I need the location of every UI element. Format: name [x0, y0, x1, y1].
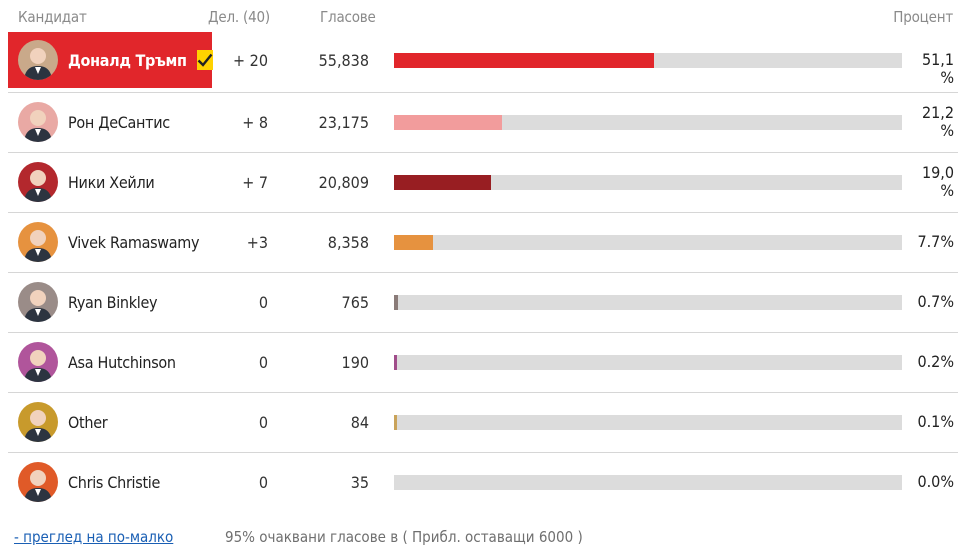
candidate-votes: 35 [350, 473, 369, 492]
candidate-cell: Рон ДеСантис [8, 94, 212, 150]
header-candidate: Кандидат [18, 8, 87, 26]
person-icon [24, 230, 52, 262]
candidate-row: Asa Hutchinson 0 190 0.2% [8, 332, 958, 392]
vote-share-fill [394, 355, 397, 370]
winner-check-icon [196, 50, 213, 70]
candidate-name: Chris Christie [68, 472, 161, 492]
vote-share-fill [394, 235, 434, 250]
candidate-delegates: 0 [258, 413, 268, 432]
candidate-percent: 0.0% [917, 472, 954, 491]
vote-share-fill [394, 175, 491, 190]
candidate-cell: Other [8, 394, 212, 450]
vote-share-bar [394, 295, 902, 310]
candidate-name: Ryan Binkley [68, 292, 158, 312]
candidate-delegates: + 8 [242, 113, 268, 132]
candidate-cell: Asa Hutchinson [8, 334, 212, 390]
vote-share-bar [394, 415, 902, 430]
person-icon [24, 290, 52, 322]
candidate-cell: Chris Christie [8, 454, 212, 510]
candidate-votes: 765 [341, 293, 369, 312]
candidate-avatar [18, 402, 58, 442]
vote-share-bar [394, 355, 902, 370]
candidate-row: Ники Хейли + 7 20,809 19,0 % [8, 152, 958, 212]
person-icon [24, 170, 52, 202]
vote-share-fill [394, 53, 654, 68]
candidate-votes: 84 [350, 413, 369, 432]
candidate-row: Vivek Ramaswamy +3 8,358 7.7% [8, 212, 958, 272]
vote-share-fill [394, 115, 502, 130]
candidate-delegates: 0 [258, 353, 268, 372]
candidate-name: Рон ДеСантис [68, 112, 170, 132]
candidate-cell: Ники Хейли [8, 154, 212, 210]
candidate-row: Доналд Тръмп + 20 55,838 51,1 % [8, 31, 958, 90]
person-icon [24, 48, 52, 80]
candidate-cell: Vivek Ramaswamy [8, 214, 212, 270]
candidate-avatar [18, 102, 58, 142]
votes-expected-note: 95% очаквани гласове в ( Прибл. оставащи… [225, 528, 583, 546]
candidate-avatar [18, 162, 58, 202]
vote-share-bar [394, 53, 902, 68]
candidate-avatar [18, 222, 58, 262]
person-icon [24, 350, 52, 382]
candidate-name: Other [68, 412, 108, 432]
vote-share-bar [394, 235, 902, 250]
header-percent: Процент [893, 8, 953, 26]
vote-share-fill [394, 415, 397, 430]
candidate-percent: 0.2% [917, 352, 954, 371]
candidate-votes: 190 [341, 353, 369, 372]
candidate-row: Chris Christie 0 35 0.0% [8, 452, 958, 512]
candidate-delegates: + 20 [233, 51, 268, 70]
candidate-delegates: +3 [246, 233, 268, 252]
vote-share-bar [394, 115, 902, 130]
candidate-percent: 0.7% [917, 292, 954, 311]
candidate-percent: 51,1 % [921, 50, 954, 87]
candidate-votes: 8,358 [327, 233, 369, 252]
candidate-delegates: 0 [258, 293, 268, 312]
header-delegates: Дел. (40) [208, 8, 270, 26]
candidate-name: Vivek Ramaswamy [68, 232, 200, 252]
candidate-name: Asa Hutchinson [68, 352, 176, 372]
candidate-row: Рон ДеСантис + 8 23,175 21,2 % [8, 92, 958, 152]
candidate-cell: Доналд Тръмп [8, 32, 213, 88]
candidate-votes: 23,175 [318, 113, 369, 132]
candidate-row: Ryan Binkley 0 765 0.7% [8, 272, 958, 332]
candidate-avatar [18, 40, 58, 80]
vote-share-bar [394, 475, 902, 490]
candidate-delegates: + 7 [242, 173, 268, 192]
candidate-delegates: 0 [258, 473, 268, 492]
candidate-votes: 20,809 [318, 173, 369, 192]
candidate-percent: 19,0 % [921, 163, 954, 200]
candidate-percent: 0.1% [917, 412, 954, 431]
candidate-cell: Ryan Binkley [8, 274, 212, 330]
person-icon [24, 110, 52, 142]
candidate-name: Ники Хейли [68, 172, 155, 192]
vote-share-bar [394, 175, 902, 190]
show-less-link[interactable]: - преглед на по-малко [14, 528, 174, 546]
candidate-votes: 55,838 [318, 51, 369, 70]
candidate-avatar [18, 282, 58, 322]
candidate-percent: 7.7% [917, 232, 954, 251]
candidate-row: Other 0 84 0.1% [8, 392, 958, 452]
candidate-avatar [18, 342, 58, 382]
vote-share-fill [394, 295, 398, 310]
person-icon [24, 410, 52, 442]
person-icon [24, 470, 52, 502]
candidate-percent: 21,2 % [921, 103, 954, 140]
candidate-avatar [18, 462, 58, 502]
candidate-name: Доналд Тръмп [68, 50, 187, 70]
header-votes: Гласове [320, 8, 376, 26]
